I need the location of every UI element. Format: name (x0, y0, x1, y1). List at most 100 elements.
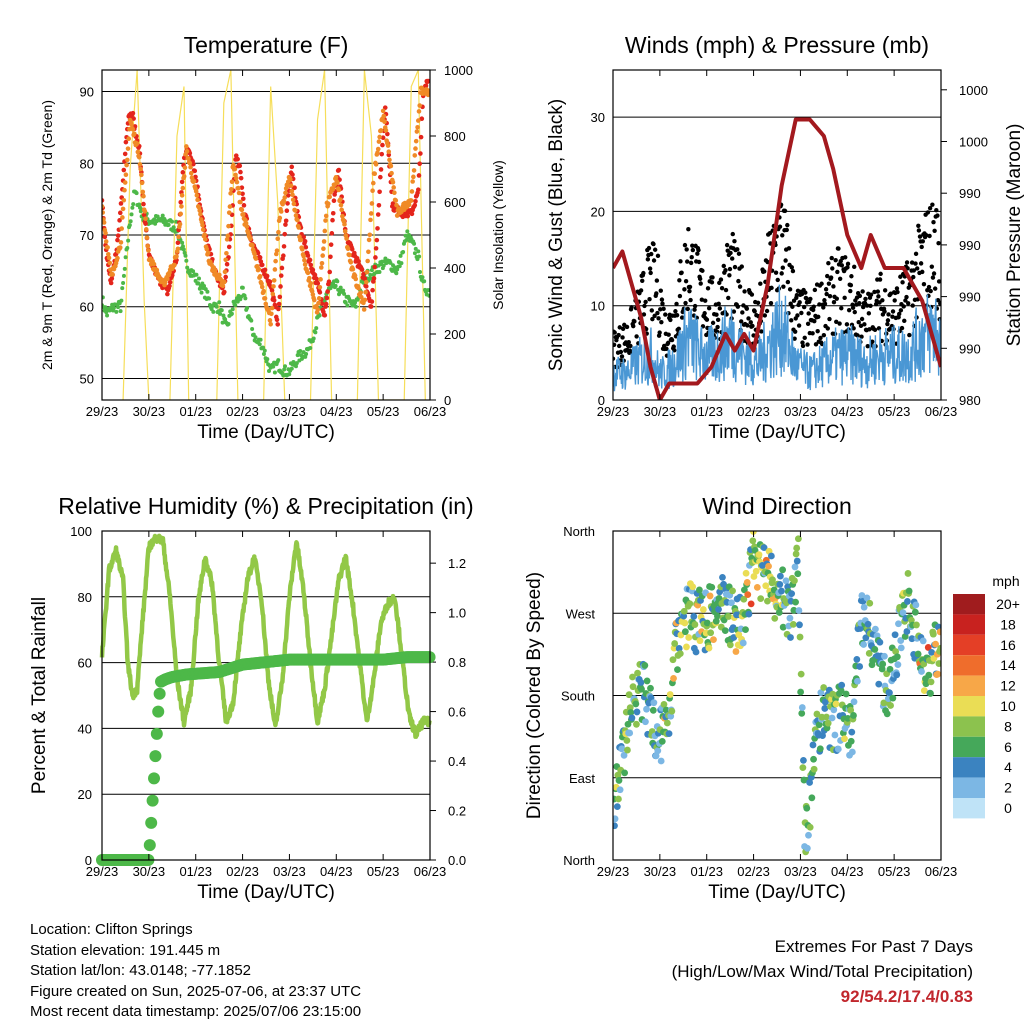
t9m-point (385, 143, 391, 148)
gust-point (696, 259, 702, 265)
colorbar-swatch (953, 716, 985, 737)
direction-point (613, 803, 621, 811)
gust-point (710, 275, 715, 280)
direction-point (633, 720, 640, 728)
t2m-point (322, 312, 328, 318)
t2m-point (361, 271, 366, 277)
t2m-point (314, 276, 319, 281)
dewpoint-point (170, 219, 175, 224)
t9m-point (119, 226, 124, 231)
precip-point (145, 816, 158, 829)
dewpoint-point (196, 276, 201, 281)
gust-point (787, 287, 793, 292)
gust-point (736, 278, 741, 284)
direction-point (739, 639, 747, 647)
gust-point (914, 266, 920, 271)
t9m-point (269, 311, 274, 317)
colorbar-swatch (953, 594, 985, 615)
y-tick-label: 20 (591, 204, 605, 219)
direction-point (629, 683, 637, 691)
t2m-point (165, 291, 170, 297)
gust-point (913, 251, 919, 257)
gust-point (828, 275, 834, 280)
t2m-point (283, 218, 289, 224)
dewpoint-point (381, 263, 386, 268)
t9m-point (200, 227, 206, 232)
x-tick-label: 30/23 (133, 864, 166, 879)
t2m-point (362, 276, 368, 281)
t2m-point (193, 174, 198, 180)
t9m-point (311, 297, 317, 303)
gust-point (762, 313, 768, 318)
gust-point (786, 246, 792, 251)
direction-panel (613, 530, 941, 861)
t9m-point (335, 180, 340, 186)
t9m-point (366, 249, 371, 255)
direction-point (757, 595, 765, 603)
gust-point (742, 289, 747, 294)
y2-tick-label: 1000 (959, 83, 988, 98)
direction-point (876, 638, 884, 646)
t9m-point (232, 166, 238, 172)
gust-point (715, 317, 721, 323)
dewpoint-point (397, 264, 402, 269)
t9m-point (427, 91, 430, 96)
precip-point (143, 839, 156, 852)
dewpoint-point (191, 269, 196, 274)
t2m-point (109, 276, 115, 281)
y2-tick-label: 990 (959, 341, 981, 356)
t9m-point (277, 215, 283, 221)
t2m-point (369, 299, 375, 304)
t9m-point (187, 161, 193, 166)
direction-point (696, 586, 703, 594)
direction-point (613, 822, 618, 830)
y-tick-label: 20 (78, 787, 92, 802)
direction-point (641, 662, 649, 669)
t2m-point (179, 179, 185, 185)
gust-point (769, 285, 774, 291)
direction-point (860, 603, 868, 611)
gust-point (665, 340, 671, 346)
gust-point (919, 244, 924, 250)
t2m-point (240, 191, 245, 197)
dewpoint-point (282, 367, 287, 372)
t9m-point (391, 185, 396, 190)
gust-point (904, 260, 910, 265)
colorbar-label: 6 (1004, 739, 1012, 755)
gust-point (902, 318, 907, 324)
gust-point (664, 346, 669, 351)
direction-point (789, 620, 797, 628)
gust-point (632, 319, 637, 324)
y2-tick-label: 1.0 (448, 606, 466, 621)
y2-tick-label: 600 (444, 195, 466, 210)
gust-point (855, 333, 860, 338)
t9m-point (415, 118, 421, 123)
gust-point (727, 266, 733, 272)
t2m-point (305, 253, 311, 258)
t2m-point (131, 116, 136, 121)
gust-point (833, 257, 838, 263)
gust-point (913, 261, 918, 266)
gust-point (723, 287, 729, 293)
gust-point (750, 323, 755, 329)
gust-point (817, 302, 822, 307)
t2m-point (175, 240, 181, 246)
t9m-point (383, 128, 389, 133)
t9m-point (318, 265, 324, 270)
gust-point (926, 284, 932, 290)
t9m-point (179, 204, 184, 209)
direction-point (871, 646, 879, 653)
direction-point (927, 690, 934, 697)
direction-point (647, 684, 654, 692)
gust-point (932, 286, 938, 291)
t2m-point (349, 246, 355, 252)
dewpoint-point (283, 364, 288, 369)
direction-point (905, 587, 913, 595)
direction-point (681, 628, 689, 636)
gust-point (704, 317, 710, 322)
precip-point (152, 705, 165, 718)
t2m-point (325, 289, 330, 294)
gust-point (815, 328, 820, 334)
t9m-point (281, 199, 287, 204)
gust-point (799, 291, 805, 297)
